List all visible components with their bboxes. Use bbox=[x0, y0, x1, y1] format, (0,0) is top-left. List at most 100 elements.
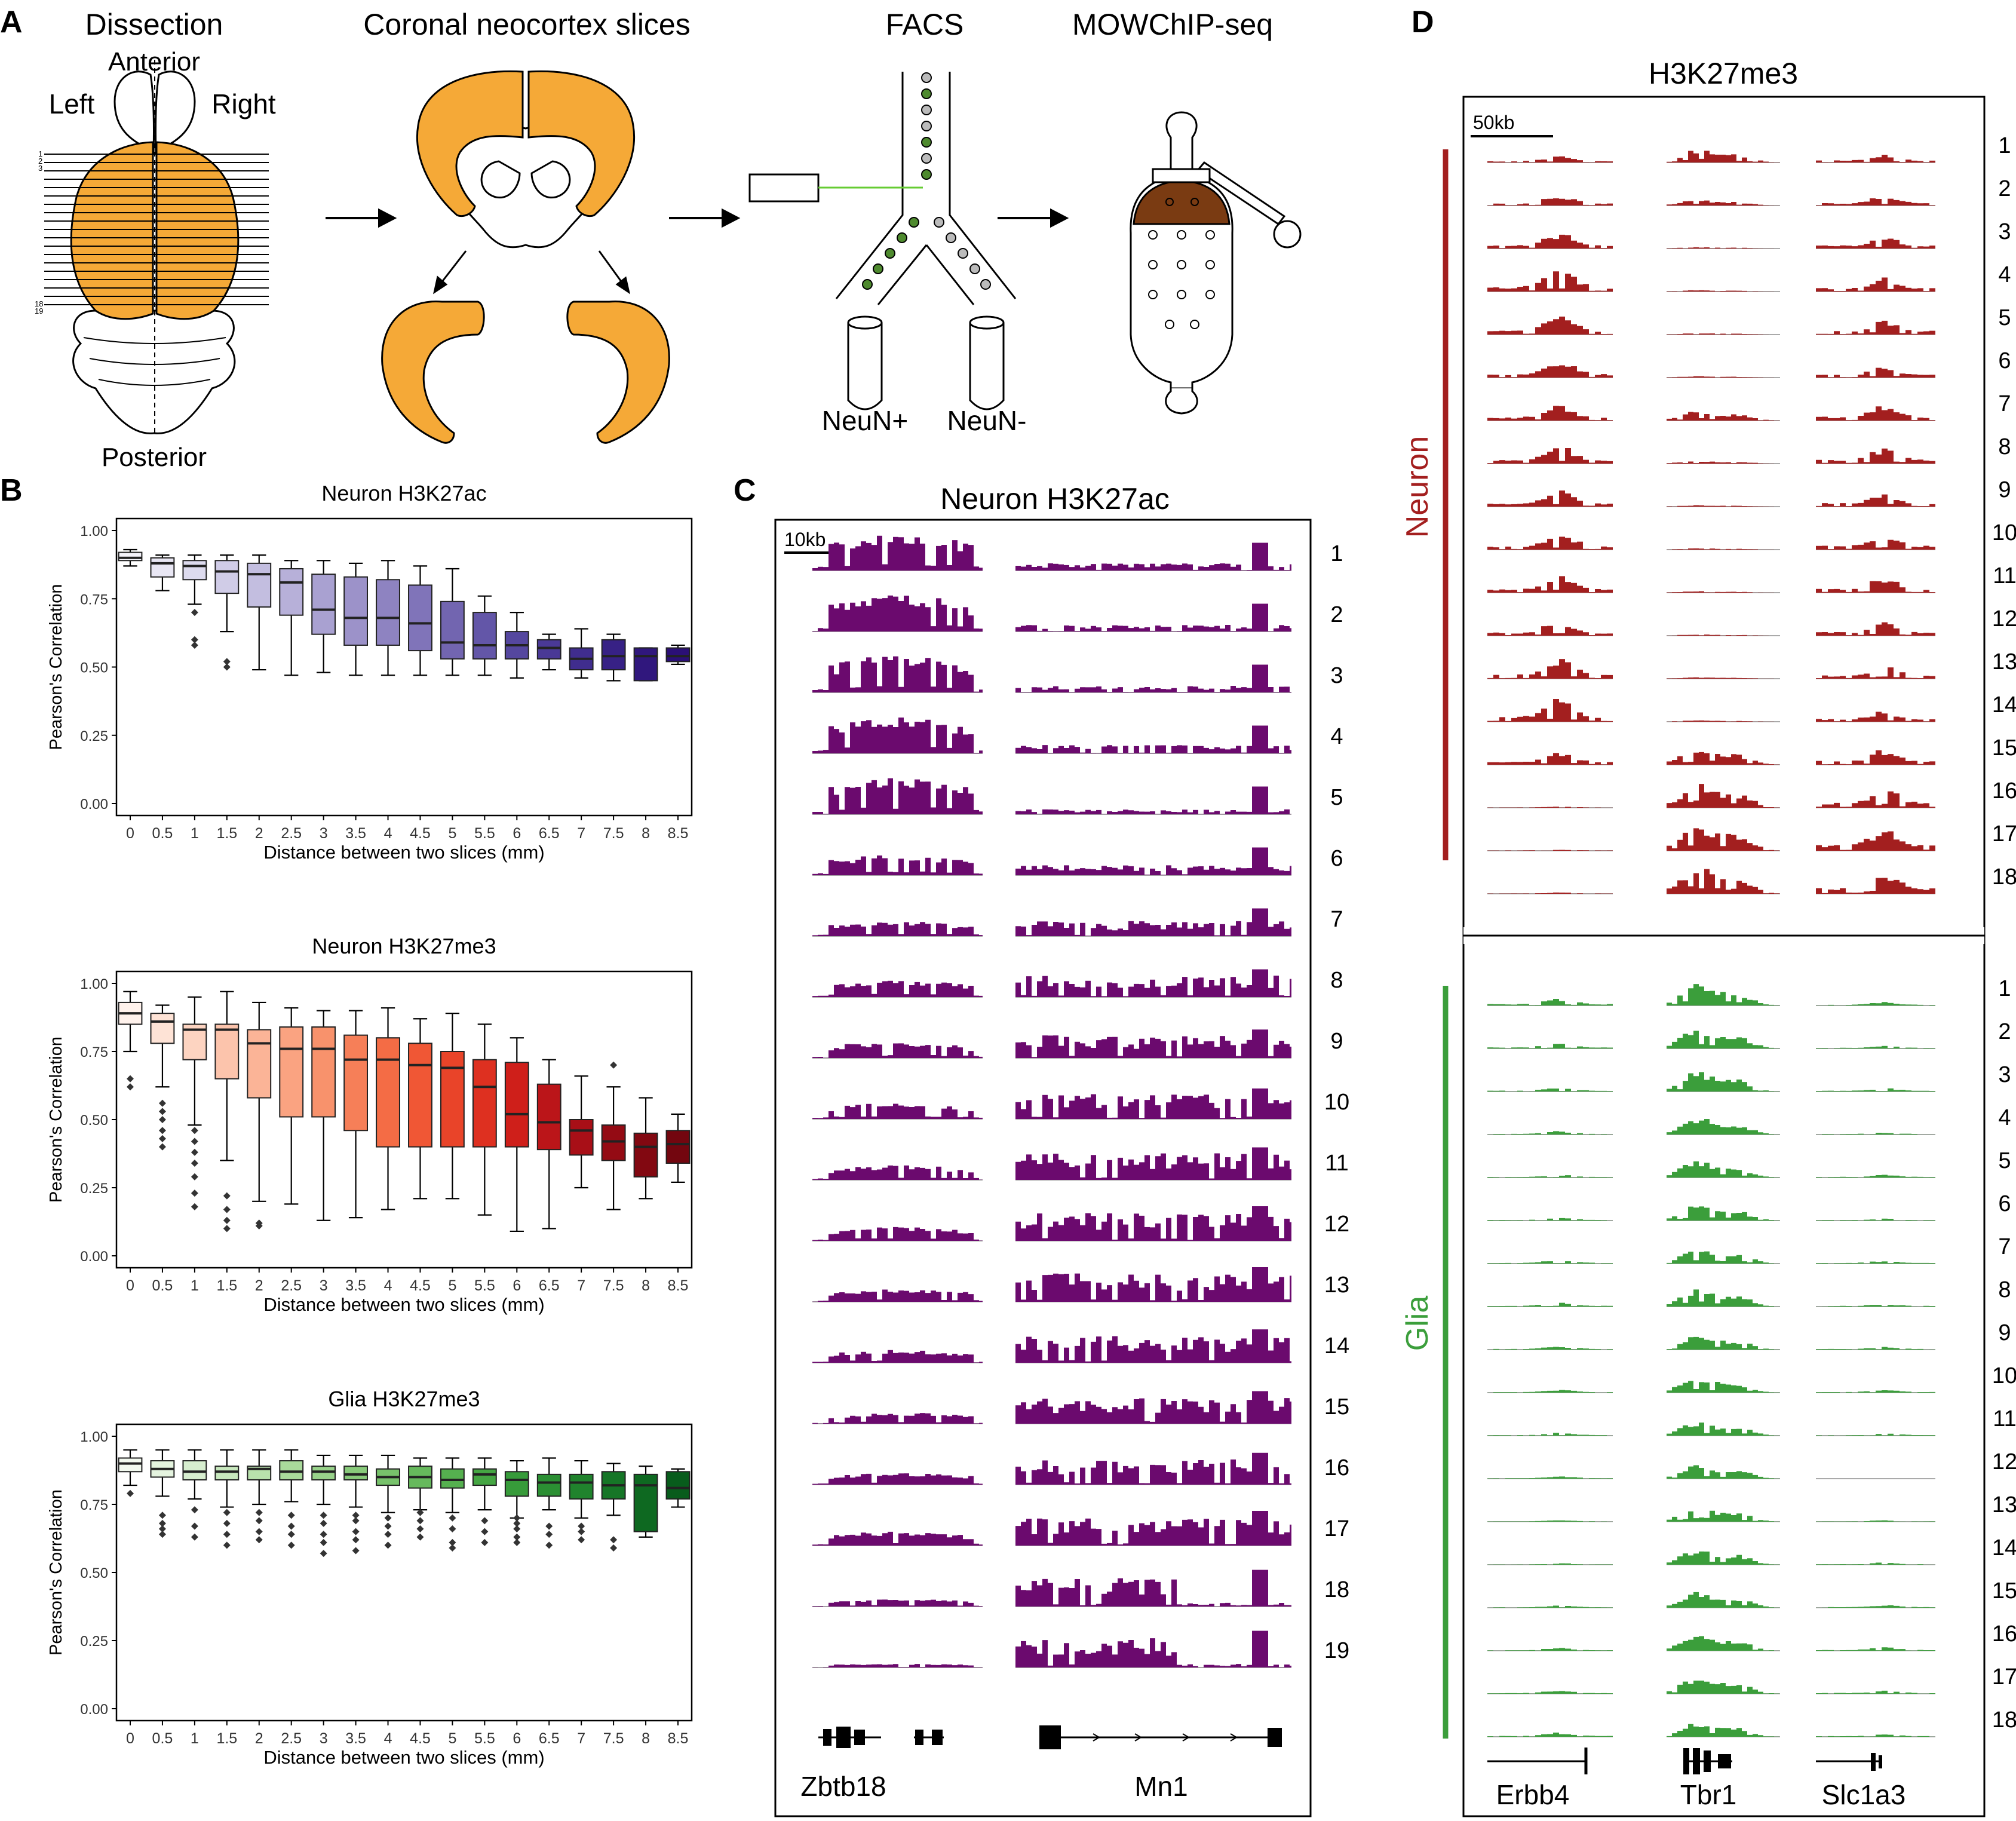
track-row-label: 9 bbox=[1330, 1029, 1343, 1054]
x-tick-label: 0.5 bbox=[152, 1730, 173, 1747]
box-outlier bbox=[191, 1190, 198, 1197]
x-tick-label: 6 bbox=[513, 825, 521, 842]
track-tbr1 bbox=[1667, 548, 1780, 550]
box-outlier bbox=[223, 1541, 231, 1549]
track-slc1a3 bbox=[1816, 1433, 1935, 1436]
track-tbr1 bbox=[1667, 752, 1780, 765]
track-mn1 bbox=[1015, 1569, 1291, 1607]
x-tick-label: 8 bbox=[642, 1730, 650, 1747]
track-row-label: 6 bbox=[1998, 1191, 2011, 1216]
track-row-label: 9 bbox=[1998, 1320, 2011, 1345]
track-row-label: 14 bbox=[1992, 692, 2016, 718]
track-tbr1 bbox=[1667, 1031, 1780, 1049]
well bbox=[1177, 290, 1186, 299]
track-tbr1 bbox=[1667, 677, 1780, 679]
x-tick-label: 1.5 bbox=[216, 825, 237, 842]
track-row-label: 1 bbox=[1998, 133, 2011, 158]
box-outlier bbox=[191, 1148, 198, 1156]
well bbox=[1165, 320, 1174, 329]
box bbox=[279, 1026, 304, 1118]
panel-d-gene-models: Erbb4 Tbr1 Slc1a3 bbox=[1487, 1748, 1905, 1810]
x-tick-label: 1.5 bbox=[216, 1730, 237, 1747]
track-mn1 bbox=[1015, 908, 1291, 936]
x-tick-label: 4.5 bbox=[410, 825, 431, 842]
track-row-label: 8 bbox=[1998, 434, 2011, 459]
box-outlier bbox=[384, 1522, 392, 1530]
box-outlier bbox=[449, 1525, 456, 1533]
track-tbr1 bbox=[1667, 247, 1780, 249]
box-outlier bbox=[127, 1489, 134, 1497]
track-mn1 bbox=[1015, 1511, 1291, 1546]
track-tbr1 bbox=[1667, 200, 1780, 206]
box-outlier bbox=[513, 1533, 521, 1541]
glia-group-label: Glia bbox=[1400, 1296, 1435, 1351]
box-outlier bbox=[158, 1525, 166, 1533]
box-outlier bbox=[320, 1512, 327, 1519]
track-mn1 bbox=[1015, 1267, 1291, 1302]
track-erbb4 bbox=[1487, 156, 1613, 163]
y-tick-label: 1.00 bbox=[80, 976, 108, 992]
track-row-label: 2 bbox=[1330, 602, 1343, 627]
track-slc1a3 bbox=[1816, 448, 1935, 464]
box bbox=[440, 600, 465, 660]
device-bottom-stem bbox=[1165, 388, 1198, 415]
track-tbr1 bbox=[1667, 1636, 1780, 1651]
box bbox=[440, 1051, 465, 1148]
track-mn1 bbox=[1015, 603, 1291, 631]
cerebellum bbox=[72, 309, 236, 434]
box bbox=[247, 562, 272, 608]
panel-letter-d: D bbox=[1411, 5, 1434, 39]
box-outlier bbox=[158, 1099, 166, 1107]
gene-label-tbr1: Tbr1 bbox=[1680, 1779, 1737, 1810]
box-outlier bbox=[320, 1550, 327, 1558]
device-arm bbox=[1196, 161, 1286, 226]
x-tick-label: 4.5 bbox=[410, 1730, 431, 1747]
box-outlier bbox=[191, 1506, 198, 1514]
coronal-inner-lobes bbox=[480, 160, 571, 199]
track-tbr1 bbox=[1667, 1592, 1780, 1608]
x-tick-label: 7 bbox=[577, 1277, 585, 1294]
box-outlier bbox=[578, 1536, 585, 1544]
track-zbtb18 bbox=[812, 1165, 983, 1180]
track-row-label: 6 bbox=[1330, 846, 1343, 871]
x-tick-label: 2.5 bbox=[281, 1730, 302, 1747]
panel-d-tracks: 1234567891011121314151617181234567891011… bbox=[1487, 133, 2016, 1737]
track-slc1a3 bbox=[1816, 1605, 1935, 1608]
track-tbr1 bbox=[1667, 1510, 1780, 1522]
track-row-label: 5 bbox=[1330, 785, 1343, 810]
box-outlier bbox=[352, 1536, 360, 1544]
track-tbr1 bbox=[1667, 784, 1780, 808]
y-tick-label: 0.00 bbox=[80, 1702, 108, 1718]
track-slc1a3 bbox=[1816, 1347, 1935, 1350]
y-axis-label: Pearson's Correlation bbox=[47, 584, 66, 750]
box-outlier bbox=[191, 636, 198, 643]
x-tick-label: 8 bbox=[642, 1277, 650, 1294]
x-tick-label: 5 bbox=[448, 1277, 456, 1294]
track-erbb4 bbox=[1487, 490, 1613, 507]
cell-neun-neg bbox=[958, 248, 968, 259]
track-row-label: 7 bbox=[1998, 391, 2011, 416]
box bbox=[536, 1083, 561, 1151]
panel-c: C Neuron H3K27ac 10kb 123456789101112131… bbox=[734, 473, 1349, 1817]
cell-neun-pos bbox=[885, 248, 895, 259]
track-zbtb18 bbox=[812, 855, 983, 875]
x-tick-label: 8.5 bbox=[668, 825, 689, 842]
track-row-label: 13 bbox=[1992, 649, 2016, 675]
track-tbr1 bbox=[1667, 828, 1780, 851]
box-outlier bbox=[223, 663, 231, 671]
well bbox=[1148, 290, 1158, 299]
track-row-label: 8 bbox=[1330, 968, 1343, 993]
track-mn1 bbox=[1015, 1206, 1291, 1241]
panel-c-gene-models: Zbtb18 Mn1 bbox=[800, 1725, 1282, 1802]
box-outlier bbox=[481, 1538, 489, 1546]
track-zbtb18 bbox=[812, 656, 983, 692]
track-tbr1 bbox=[1667, 1336, 1780, 1350]
track-slc1a3 bbox=[1816, 878, 1935, 894]
well bbox=[1205, 260, 1215, 269]
box-outlier bbox=[255, 1536, 263, 1544]
plot-frame bbox=[115, 970, 693, 1269]
well bbox=[1190, 320, 1199, 329]
x-tick-label: 2 bbox=[255, 825, 263, 842]
cell bbox=[921, 169, 932, 180]
box bbox=[440, 1468, 465, 1489]
